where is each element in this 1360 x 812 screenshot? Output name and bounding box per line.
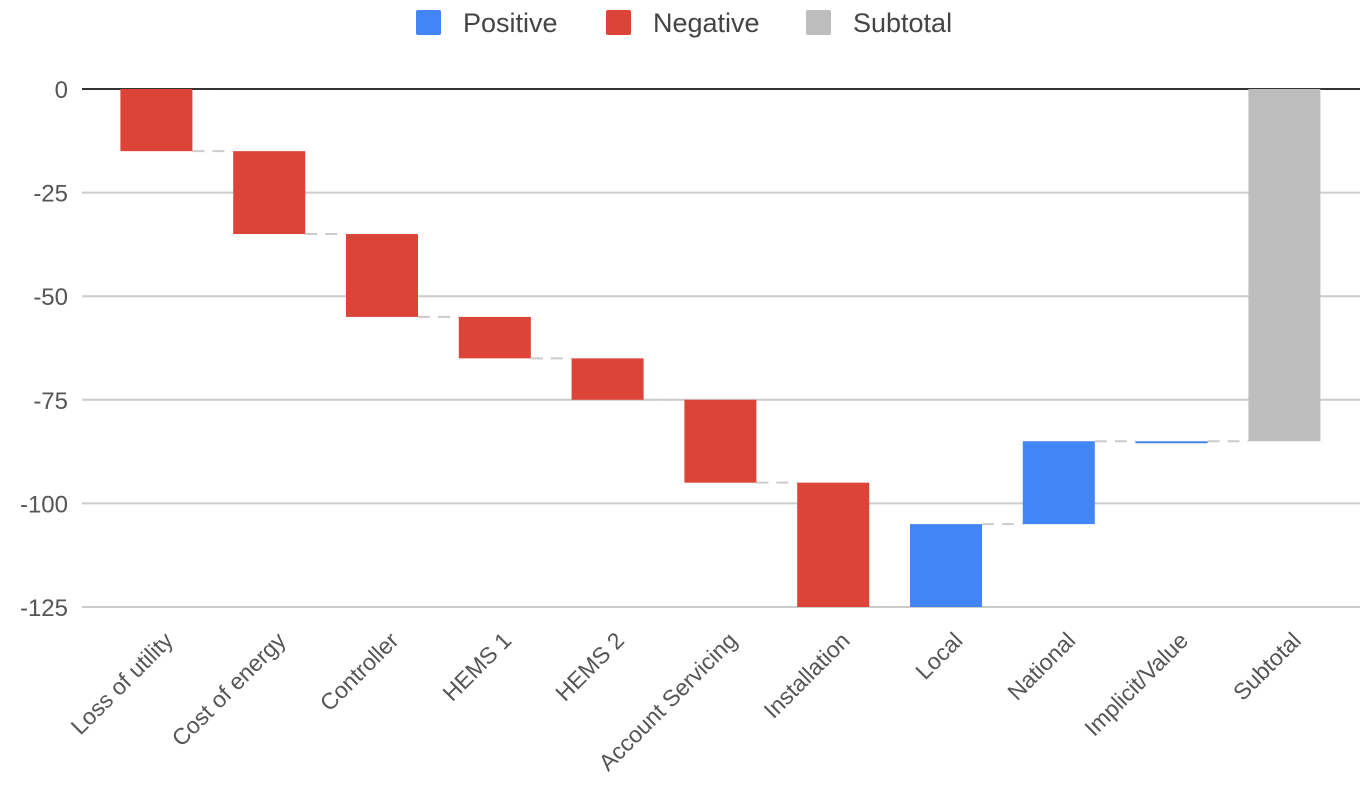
x-category-label: Subtotal	[1228, 627, 1306, 705]
x-category-label: National	[1002, 627, 1080, 705]
bar-positive	[910, 524, 982, 607]
x-category-label: Cost of energy	[167, 627, 292, 752]
x-category-label: HEMS 2	[550, 627, 629, 706]
x-category-label: Installation	[759, 627, 855, 723]
y-tick-label: -75	[33, 388, 68, 415]
bar-negative	[684, 399, 757, 483]
bar-negative	[797, 482, 870, 607]
bar-positive	[1135, 441, 1208, 444]
x-category-label: Implicit/Value	[1079, 627, 1193, 741]
x-category-label: Local	[910, 627, 967, 684]
bar-negative	[120, 89, 193, 152]
legend-item-subtotal: Subtotal	[806, 8, 952, 38]
bar-negative	[458, 316, 531, 359]
bars	[120, 89, 1321, 607]
bar-negative	[346, 234, 418, 317]
bar-negative	[233, 151, 306, 235]
bar-positive	[1022, 441, 1095, 525]
y-axis-ticks: 0 -25 -50 -75 -100 -125	[20, 77, 68, 622]
legend-label-positive: Positive	[463, 8, 558, 38]
legend-swatch-positive	[416, 10, 441, 35]
x-category-label: HEMS 1	[437, 627, 516, 706]
y-tick-label: -25	[33, 181, 68, 208]
bar-subtotal	[1248, 89, 1321, 442]
x-category-label: Controller	[315, 627, 404, 716]
y-tick-label: 0	[55, 77, 68, 104]
legend-label-subtotal: Subtotal	[853, 8, 952, 38]
x-category-label: Loss of utility	[66, 627, 179, 740]
legend-item-positive: Positive	[416, 8, 558, 38]
y-tick-label: -50	[33, 284, 68, 311]
y-tick-label: -125	[20, 595, 68, 622]
y-tick-label: -100	[20, 491, 68, 518]
legend-swatch-negative	[606, 10, 631, 35]
legend: Positive Negative Subtotal	[416, 8, 952, 38]
connector-lines	[192, 150, 1249, 608]
legend-item-negative: Negative	[606, 8, 760, 38]
legend-label-negative: Negative	[653, 8, 760, 38]
legend-swatch-subtotal	[806, 10, 831, 35]
bar-negative	[571, 358, 644, 400]
